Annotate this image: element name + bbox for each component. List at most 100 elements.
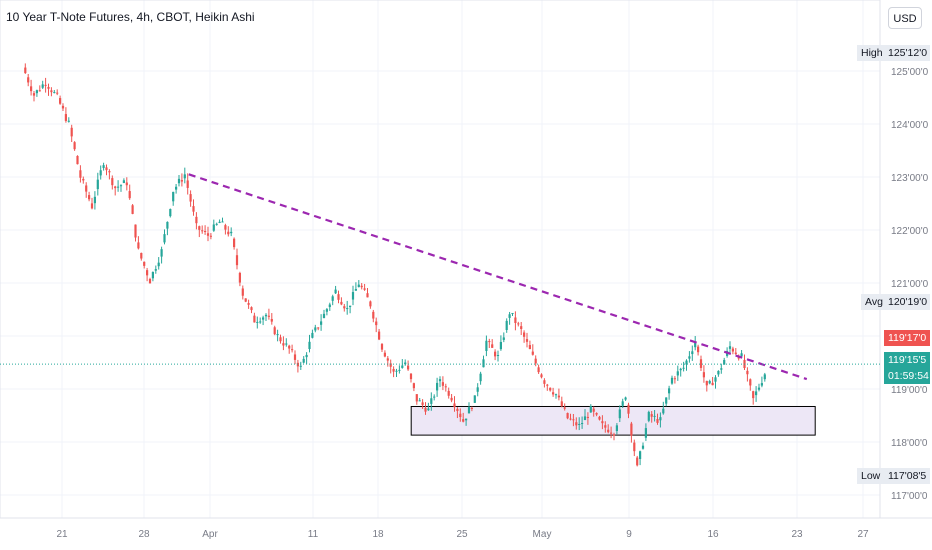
- candle-body: [291, 349, 294, 351]
- candle-body: [566, 413, 569, 419]
- candle-body: [30, 86, 33, 92]
- candle-body: [421, 402, 424, 405]
- time-label: 9: [626, 529, 632, 540]
- candle-body: [201, 230, 204, 232]
- candle-body: [610, 432, 613, 434]
- candle-body: [160, 249, 163, 257]
- candle-body: [415, 394, 418, 402]
- candle-body: [482, 359, 485, 368]
- trendline[interactable]: [188, 173, 808, 381]
- candle-body: [749, 379, 752, 386]
- candle-body: [108, 171, 111, 173]
- candle-body: [491, 344, 494, 348]
- candle-body: [90, 203, 94, 209]
- candle-body: [79, 170, 82, 178]
- candle-body: [537, 367, 540, 373]
- candle-body: [317, 327, 320, 329]
- candle-body: [82, 178, 85, 181]
- candle-body: [64, 114, 67, 121]
- candle-body: [755, 391, 758, 396]
- candle-body: [380, 344, 384, 350]
- candle-body: [499, 341, 502, 350]
- candle-body: [569, 418, 572, 420]
- candle-body: [627, 404, 630, 414]
- candle-body: [563, 407, 566, 409]
- high-price-tag: 125'12'0: [884, 45, 930, 61]
- candle-body: [125, 182, 128, 186]
- candle-body: [485, 340, 488, 351]
- candle-body: [209, 235, 212, 237]
- candle-body: [224, 225, 227, 230]
- candle-body: [418, 400, 421, 402]
- candle-body: [543, 380, 546, 384]
- candle-body: [314, 327, 317, 331]
- candle-body: [639, 451, 642, 459]
- price-tick: 122'00'0: [891, 226, 929, 237]
- currency-button[interactable]: USD: [888, 7, 922, 29]
- candle-body: [195, 216, 198, 224]
- candle-body: [447, 390, 450, 396]
- candle-body: [148, 278, 152, 284]
- candle-body: [221, 221, 224, 223]
- candle-body: [383, 352, 386, 357]
- high-label: High: [857, 45, 887, 61]
- candle-body: [705, 380, 708, 386]
- candle-body: [534, 358, 537, 364]
- candle-body: [395, 370, 398, 372]
- candle-body: [676, 371, 679, 376]
- candle-body: [760, 383, 763, 386]
- candle-body: [615, 425, 618, 431]
- candle-body: [212, 224, 215, 231]
- candle-body: [56, 92, 59, 94]
- candle-body: [340, 301, 343, 305]
- candle-body: [589, 406, 592, 413]
- candle-body: [163, 234, 166, 243]
- candle-body: [505, 320, 508, 330]
- candle-body: [279, 337, 282, 342]
- candle-body: [633, 442, 636, 452]
- candle-body: [157, 262, 160, 267]
- candle-body: [299, 365, 302, 367]
- candle-body: [621, 401, 624, 406]
- candle-body: [476, 387, 479, 392]
- candle-body: [230, 231, 233, 234]
- support-zone[interactable]: [410, 405, 816, 436]
- candle-body: [233, 238, 236, 248]
- candle-body: [592, 408, 595, 412]
- candle-body: [612, 434, 616, 436]
- candle-body: [763, 374, 766, 380]
- candle-body: [215, 223, 218, 225]
- candle-body: [479, 373, 482, 382]
- candle-body: [349, 305, 352, 307]
- candle-body: [111, 178, 114, 186]
- candle-body: [378, 331, 381, 340]
- candle-body: [47, 86, 50, 89]
- candle-body: [169, 209, 172, 217]
- candle-body: [172, 191, 175, 202]
- bar-countdown: 01:59:54: [884, 368, 930, 384]
- candle-body: [253, 315, 256, 323]
- candle-body: [404, 362, 407, 365]
- candle-body: [546, 384, 549, 386]
- candle-body: [354, 289, 357, 291]
- candle-body: [688, 356, 691, 359]
- candle-body: [523, 332, 526, 337]
- candle-body: [389, 363, 392, 367]
- candle-body: [285, 343, 288, 345]
- candle-body: [708, 381, 711, 384]
- candle-body: [256, 321, 259, 323]
- candle-body: [508, 314, 511, 318]
- candle-body: [360, 285, 363, 288]
- candle-body: [105, 167, 108, 171]
- candle-body: [409, 373, 413, 380]
- candle-body: [392, 368, 395, 372]
- time-label: 21: [56, 529, 68, 540]
- candle-body: [636, 457, 639, 466]
- candles: [24, 63, 766, 467]
- candle-body: [641, 445, 645, 449]
- candle-body: [549, 387, 552, 391]
- time-axis: 21 28 Apr 11 18 25 May 9 16 23 27: [56, 529, 869, 540]
- candle-body: [293, 354, 297, 360]
- candle-body: [528, 345, 531, 349]
